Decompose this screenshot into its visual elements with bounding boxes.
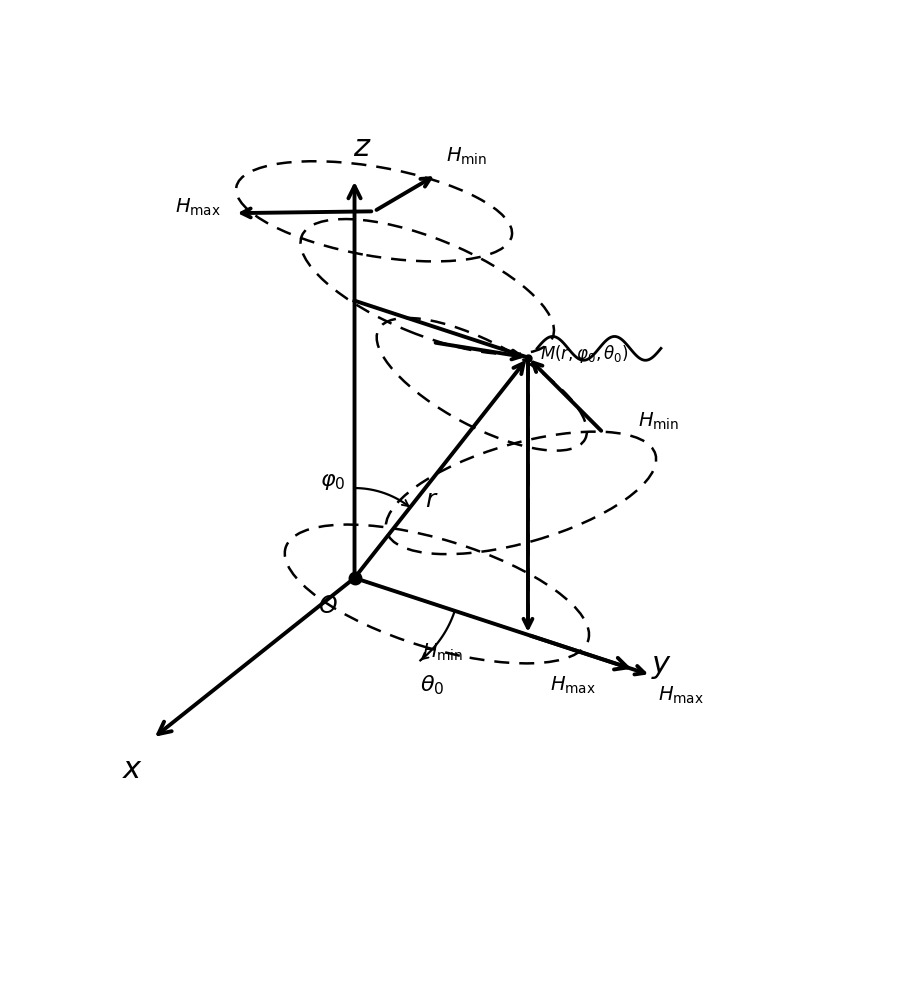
Text: $y$: $y$ <box>650 652 671 681</box>
Text: $H_{\mathrm{min}}$: $H_{\mathrm{min}}$ <box>445 146 486 167</box>
Text: $H_{\mathrm{min}}$: $H_{\mathrm{min}}$ <box>638 411 678 432</box>
Text: $z$: $z$ <box>352 133 370 162</box>
Text: $H_{\mathrm{max}}$: $H_{\mathrm{max}}$ <box>658 684 704 706</box>
Text: $H_{\mathrm{min}}$: $H_{\mathrm{min}}$ <box>421 642 462 663</box>
Text: $O$: $O$ <box>318 594 337 618</box>
Text: $H_{\mathrm{max}}$: $H_{\mathrm{max}}$ <box>175 197 221 218</box>
Text: $M(r,\varphi_0,\theta_0)$: $M(r,\varphi_0,\theta_0)$ <box>539 343 628 365</box>
Text: $\varphi_0$: $\varphi_0$ <box>320 472 346 492</box>
Text: $H_{\mathrm{max}}$: $H_{\mathrm{max}}$ <box>550 674 596 696</box>
Text: $r$: $r$ <box>425 488 438 512</box>
Text: $\theta_0$: $\theta_0$ <box>419 673 444 697</box>
Text: $x$: $x$ <box>122 755 143 784</box>
